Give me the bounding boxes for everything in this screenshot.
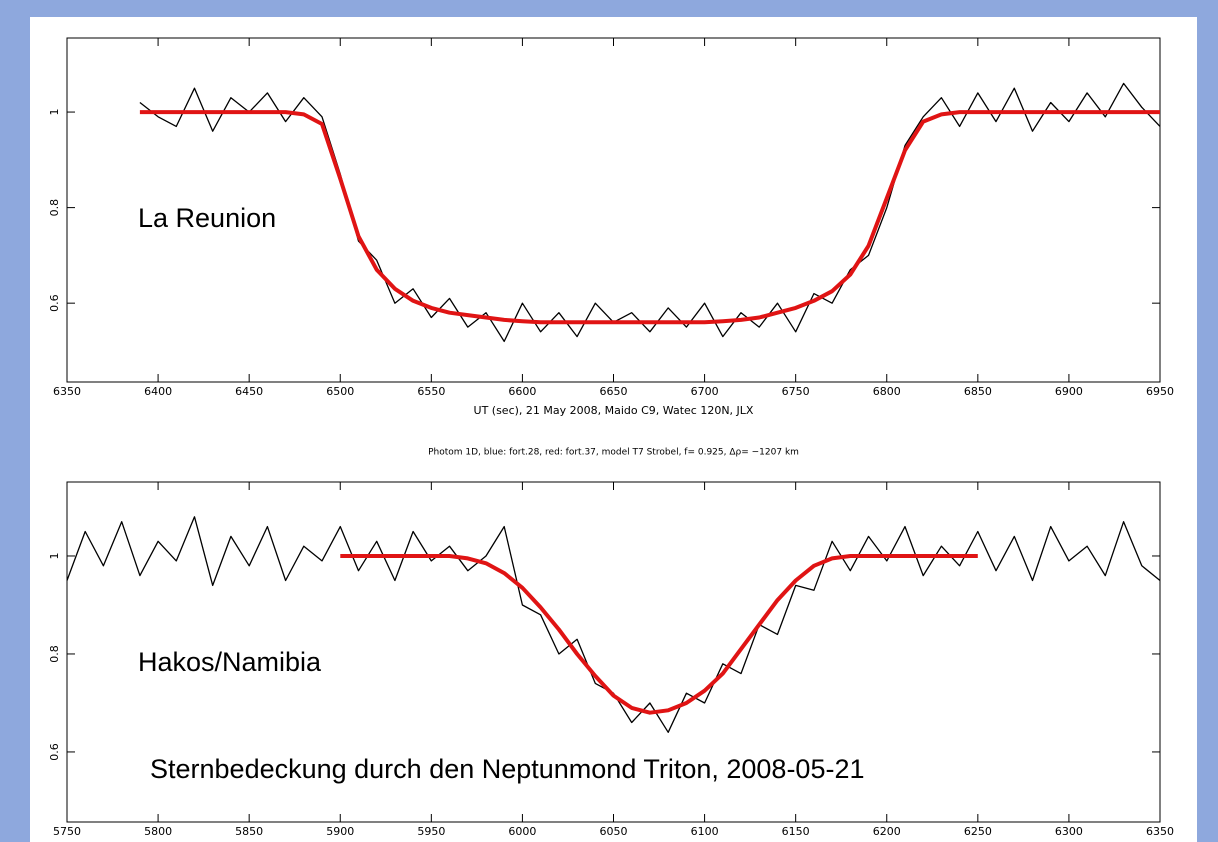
x-tick-label: 6800 <box>873 385 901 398</box>
x-tick-label: 6700 <box>691 385 719 398</box>
y-tick-label: 0.8 <box>48 645 61 663</box>
x-tick-label: 6850 <box>964 385 992 398</box>
chart-title: Photom 1D, blue: fort.28, red: fort.37, … <box>428 448 799 458</box>
data-line <box>340 554 978 715</box>
x-tick-label: 6900 <box>1055 385 1083 398</box>
annotation: Sternbedeckung durch den Neptunmond Trit… <box>150 754 865 784</box>
x-tick-label: 6650 <box>600 385 628 398</box>
y-tick-label: 1 <box>48 109 61 116</box>
x-tick-label: 6100 <box>691 825 719 838</box>
data-line <box>139 110 1160 325</box>
x-tick-label: 5900 <box>326 825 354 838</box>
annotation: La Reunion <box>138 203 276 233</box>
x-tick-label: 6950 <box>1146 385 1174 398</box>
x-tick-label: 5850 <box>235 825 263 838</box>
x-tick-label: 6350 <box>1146 825 1174 838</box>
x-tick-label: 6000 <box>508 825 536 838</box>
annotation: Hakos/Namibia <box>138 647 322 677</box>
x-tick-label: 5750 <box>53 825 81 838</box>
x-axis-label: UT (sec), 21 May 2008, Maido C9, Watec 1… <box>474 404 754 417</box>
y-tick-label: 0.6 <box>48 294 61 312</box>
panel <box>30 17 1197 842</box>
x-tick-label: 6250 <box>964 825 992 838</box>
x-tick-label: 5950 <box>417 825 445 838</box>
x-tick-label: 6400 <box>144 385 172 398</box>
y-tick-label: 0.6 <box>48 743 61 761</box>
x-tick-label: 6200 <box>873 825 901 838</box>
x-tick-label: 6450 <box>235 385 263 398</box>
x-tick-label: 6150 <box>782 825 810 838</box>
x-tick-label: 6500 <box>326 385 354 398</box>
y-tick-label: 1 <box>48 552 61 559</box>
x-tick-label: 6050 <box>600 825 628 838</box>
x-tick-label: 6750 <box>782 385 810 398</box>
x-tick-label: 6550 <box>417 385 445 398</box>
x-tick-label: 6350 <box>53 385 81 398</box>
x-tick-label: 6300 <box>1055 825 1083 838</box>
x-tick-label: 6600 <box>508 385 536 398</box>
x-tick-label: 5800 <box>144 825 172 838</box>
y-tick-label: 0.8 <box>48 199 61 217</box>
